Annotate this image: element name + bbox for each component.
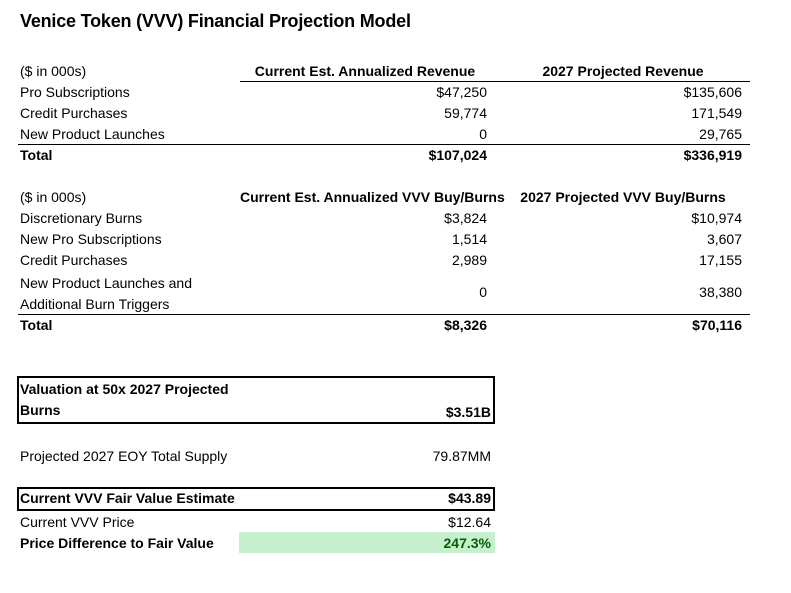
burns-multirow-current: 0: [479, 284, 487, 300]
burns-multirow-label-line2: Additional Burn Triggers: [20, 296, 170, 312]
burns-col1-header: Current Est. Annualized VVV Buy/Burns: [240, 189, 505, 205]
burns-row-current: 1,514: [451, 231, 487, 247]
burns-row-current: $3,824: [444, 210, 487, 226]
revenue-total-rule: [18, 144, 750, 145]
burns-col2-header: 2027 Projected VVV Buy/Burns: [520, 189, 726, 205]
valuation-label-line1: Valuation at 50x 2027 Projected: [20, 381, 229, 397]
supply-value: 79.87MM: [432, 448, 491, 464]
revenue-unit-label: ($ in 000s): [20, 63, 87, 79]
fair-value-box: [17, 487, 495, 511]
revenue-row-label: Pro Subscriptions: [20, 84, 130, 100]
burns-total-projected: $70,116: [692, 317, 742, 333]
difference-label: Price Difference to Fair Value: [20, 535, 214, 551]
burns-row-label: New Pro Subscriptions: [20, 231, 162, 247]
burns-multirow-label-line1: New Product Launches and: [20, 275, 192, 291]
valuation-box: [17, 376, 495, 424]
burns-total-label: Total: [20, 317, 53, 333]
revenue-row-current: $47,250: [436, 84, 487, 100]
burns-row-projected: 3,607: [706, 231, 742, 247]
burns-row-label: Discretionary Burns: [20, 210, 143, 226]
revenue-total-current: $107,024: [428, 147, 487, 163]
valuation-label-line2: Burns: [20, 402, 61, 418]
burns-row-projected: 17,155: [699, 252, 742, 268]
revenue-row-current: 0: [479, 126, 487, 142]
revenue-row-projected: 29,765: [699, 126, 742, 142]
burns-row-projected: $10,974: [691, 210, 742, 226]
page-title: Venice Token (VVV) Financial Projection …: [20, 11, 411, 31]
burns-multirow-projected: 38,380: [699, 284, 742, 300]
revenue-total-label: Total: [20, 147, 53, 163]
burns-row-current: 2,989: [451, 252, 487, 268]
burns-total-rule: [18, 314, 750, 315]
revenue-row-label: Credit Purchases: [20, 105, 128, 121]
revenue-row-label: New Product Launches: [20, 126, 165, 142]
price-label: Current VVV Price: [20, 514, 135, 530]
burns-row-label: Credit Purchases: [20, 252, 128, 268]
supply-label: Projected 2027 EOY Total Supply: [20, 448, 228, 464]
valuation-value: $3.51B: [445, 404, 491, 420]
revenue-total-projected: $336,919: [683, 147, 742, 163]
difference-highlight: [239, 532, 495, 553]
revenue-col2-header: 2027 Projected Revenue: [542, 63, 704, 79]
difference-value: 247.3%: [443, 535, 491, 551]
revenue-row-current: 59,774: [444, 105, 487, 121]
burns-unit-label: ($ in 000s): [20, 189, 87, 205]
burns-total-current: $8,326: [444, 317, 487, 333]
fair-value-value: $43.89: [448, 490, 491, 506]
revenue-header-underline: [240, 81, 750, 82]
revenue-row-projected: 171,549: [691, 105, 742, 121]
fair-value-label: Current VVV Fair Value Estimate: [20, 490, 235, 506]
price-value: $12.64: [448, 514, 491, 530]
revenue-row-projected: $135,606: [683, 84, 742, 100]
revenue-col1-header: Current Est. Annualized Revenue: [254, 63, 476, 79]
